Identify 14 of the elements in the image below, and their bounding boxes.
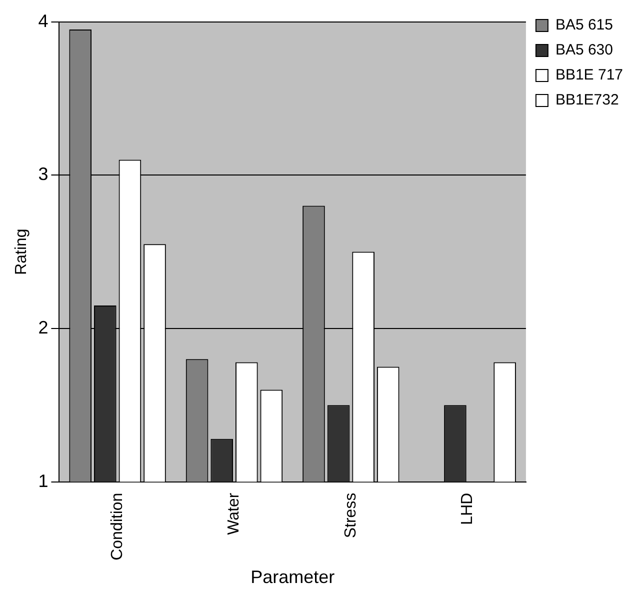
x-tick-label: Water <box>226 492 243 535</box>
legend-label: BB1E 717 <box>555 66 624 84</box>
x-tick-label: Stress <box>342 492 360 538</box>
x-tick-label: Condition <box>108 492 126 560</box>
legend-label: BA5 630 <box>555 42 613 59</box>
x-axis-title: Parameter <box>250 567 335 588</box>
legend-label: BB1E732 <box>555 92 619 109</box>
legend-label: BA5 615 <box>555 16 613 34</box>
x-tick-label: LHD <box>459 492 476 525</box>
y-tick-label: 2 <box>38 317 48 338</box>
y-tick-label: 1 <box>38 470 48 491</box>
y-tick-label: 4 <box>38 10 48 31</box>
y-tick-label: 3 <box>38 164 48 184</box>
y-axis-title: Rating <box>13 228 30 275</box>
